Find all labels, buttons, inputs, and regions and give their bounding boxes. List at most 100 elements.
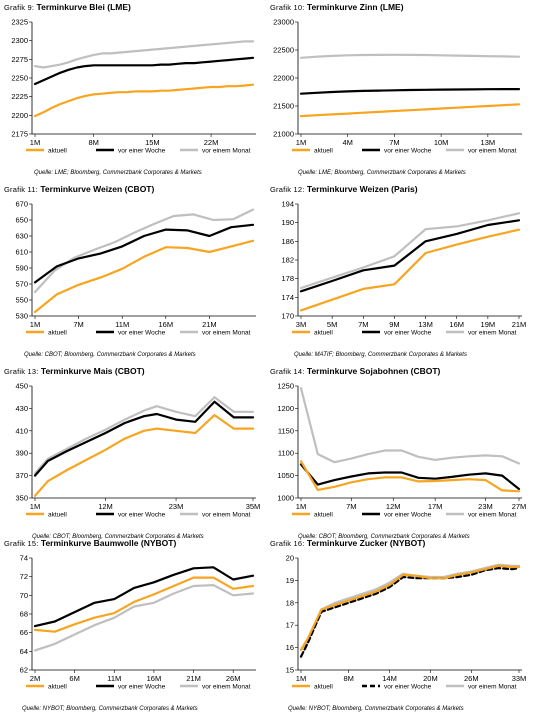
x-tick-label: 21M	[512, 320, 527, 329]
chart-title: Grafik 9: Terminkurve Blei (LME)	[4, 2, 131, 12]
line-chart: 62 64 66 68 70 72 74 2M 6M 11M 16M 21M 26M aktuell vor…	[20, 554, 256, 691]
legend-label: vor einer Woche	[118, 684, 166, 691]
series-line	[299, 567, 521, 658]
line-chart: 350 370 390 410 430 450 1M 12M 23M 35M aktuell vor …	[15, 382, 261, 519]
chart-title: Grafik 16: Terminkurve Zucker (NYBOT)	[270, 538, 426, 548]
chart-panel: Grafik 15: Terminkurve Baumwolle (NYBOT)…	[4, 538, 266, 716]
x-tick-label: 1M	[296, 138, 306, 147]
x-tick-label: 12M	[98, 502, 113, 511]
x-tick-label: 13M	[418, 320, 433, 329]
series-line	[33, 223, 255, 284]
x-tick-label: 16M	[159, 320, 174, 329]
y-tick-label: 630	[15, 232, 28, 241]
x-tick-label: 13M	[481, 138, 496, 147]
y-tick-label: 2225	[11, 92, 28, 101]
x-tick-label: 11M	[115, 320, 129, 329]
y-tick-label: 21000	[273, 130, 294, 139]
series-line	[33, 83, 255, 118]
x-tick-label: 16M	[449, 320, 464, 329]
series-line	[299, 219, 521, 293]
legend-label: aktuell	[48, 330, 67, 337]
series-line	[299, 228, 521, 312]
y-tick-label: 1050	[277, 471, 294, 480]
x-tick-label: 14M	[382, 674, 397, 683]
y-tick-label: 2250	[11, 74, 28, 83]
y-tick-label: 430	[15, 404, 28, 413]
y-tick-label: 186	[281, 237, 294, 246]
legend-label: vor einem Monat	[202, 684, 251, 691]
y-tick-label: 530	[15, 312, 28, 321]
x-tick-label: 22M	[204, 138, 219, 147]
x-tick-label: 8M	[88, 138, 98, 147]
y-tick-label: 170	[281, 312, 294, 321]
x-tick-label: 3M	[296, 320, 306, 329]
chart-panel: Grafik 16: Terminkurve Zucker (NYBOT) 15…	[270, 538, 532, 716]
y-tick-label: 590	[15, 264, 28, 273]
y-tick-label: 174	[281, 293, 294, 302]
source-note: Quelle: LME; Bloomberg, Commerzbank Corp…	[34, 170, 202, 176]
y-tick-label: 22000	[273, 74, 294, 83]
y-tick-label: 370	[15, 471, 28, 480]
series-line	[33, 413, 255, 497]
x-tick-label: 27M	[512, 502, 527, 511]
series-line	[33, 239, 255, 314]
legend-label: vor einem Monat	[202, 148, 251, 155]
legend-label: aktuell	[48, 148, 67, 155]
y-tick-label: 390	[15, 449, 28, 458]
y-tick-label: 19	[286, 576, 294, 585]
legend-label: vor einem Monat	[468, 684, 517, 691]
legend-label: aktuell	[48, 684, 67, 691]
x-tick-label: 20M	[423, 674, 438, 683]
x-tick-label: 15M	[145, 138, 160, 147]
chart-panel: Grafik 10: Terminkurve Zinn (LME) 21000 2…	[270, 2, 532, 180]
x-tick-label: 21M	[186, 674, 201, 683]
legend-label: aktuell	[314, 330, 333, 337]
x-tick-label: 10M	[434, 138, 449, 147]
y-tick-label: 350	[15, 494, 28, 503]
line-chart: 1000 1050 1100 1150 1200 1250 1M 7M 12M 17M 23M 27M…	[277, 382, 527, 519]
source-note: Quelle: CBOT; Bloomberg, Commerzbank Cor…	[24, 352, 196, 358]
series-line	[33, 208, 255, 294]
y-tick-label: 62	[20, 666, 28, 675]
series-line	[33, 56, 255, 86]
y-tick-label: 1000	[277, 494, 294, 503]
chart-title: Grafik 11: Terminkurve Weizen (CBOT)	[4, 184, 155, 194]
y-tick-label: 66	[20, 628, 28, 637]
chart-title: Grafik 10: Terminkurve Zinn (LME)	[270, 2, 404, 12]
chart-panel: Grafik 12: Terminkurve Weizen (Paris) 17…	[270, 184, 532, 362]
line-chart: 21000 21500 22000 22500 23000 1M 4M 7M 10M 13M akt…	[273, 18, 522, 155]
x-tick-label: 6M	[69, 674, 79, 683]
y-tick-label: 21500	[273, 102, 294, 111]
y-tick-label: 450	[15, 382, 28, 391]
y-tick-label: 2175	[11, 130, 28, 139]
x-tick-label: 26M	[226, 674, 241, 683]
series-line	[299, 387, 521, 465]
series-line	[299, 463, 521, 491]
legend-label: vor einer Woche	[384, 512, 432, 519]
legend-label: vor einem Monat	[202, 512, 251, 519]
x-tick-label: 4M	[343, 138, 353, 147]
y-tick-label: 410	[15, 426, 28, 435]
y-tick-label: 72	[20, 572, 28, 581]
y-tick-label: 23000	[273, 18, 294, 27]
x-tick-label: 1M	[296, 674, 306, 683]
chart-panel: Grafik 9: Terminkurve Blei (LME) 2175 220…	[4, 2, 266, 180]
x-tick-label: 19M	[481, 320, 496, 329]
x-tick-label: 26M	[464, 674, 479, 683]
x-tick-label: 21M	[202, 320, 217, 329]
x-tick-label: 1M	[30, 138, 40, 147]
series-line	[299, 53, 521, 59]
chart-panel: Grafik 11: Terminkurve Weizen (CBOT) 530…	[4, 184, 266, 362]
line-chart: 15 16 17 18 19 20 1M 8M 14M 20M 26M 33M aktuell vor e…	[286, 554, 527, 691]
y-tick-label: 1100	[278, 449, 294, 458]
y-tick-label: 22500	[273, 46, 294, 55]
y-tick-label: 182	[281, 256, 294, 265]
x-tick-label: 33M	[512, 674, 527, 683]
y-tick-label: 17	[286, 621, 294, 630]
y-tick-label: 2325	[11, 18, 28, 27]
series-line	[33, 583, 255, 652]
legend-label: aktuell	[48, 512, 67, 519]
y-tick-label: 1200	[277, 404, 294, 413]
legend-label: vor einem Monat	[468, 330, 517, 337]
x-tick-label: 35M	[246, 502, 261, 511]
